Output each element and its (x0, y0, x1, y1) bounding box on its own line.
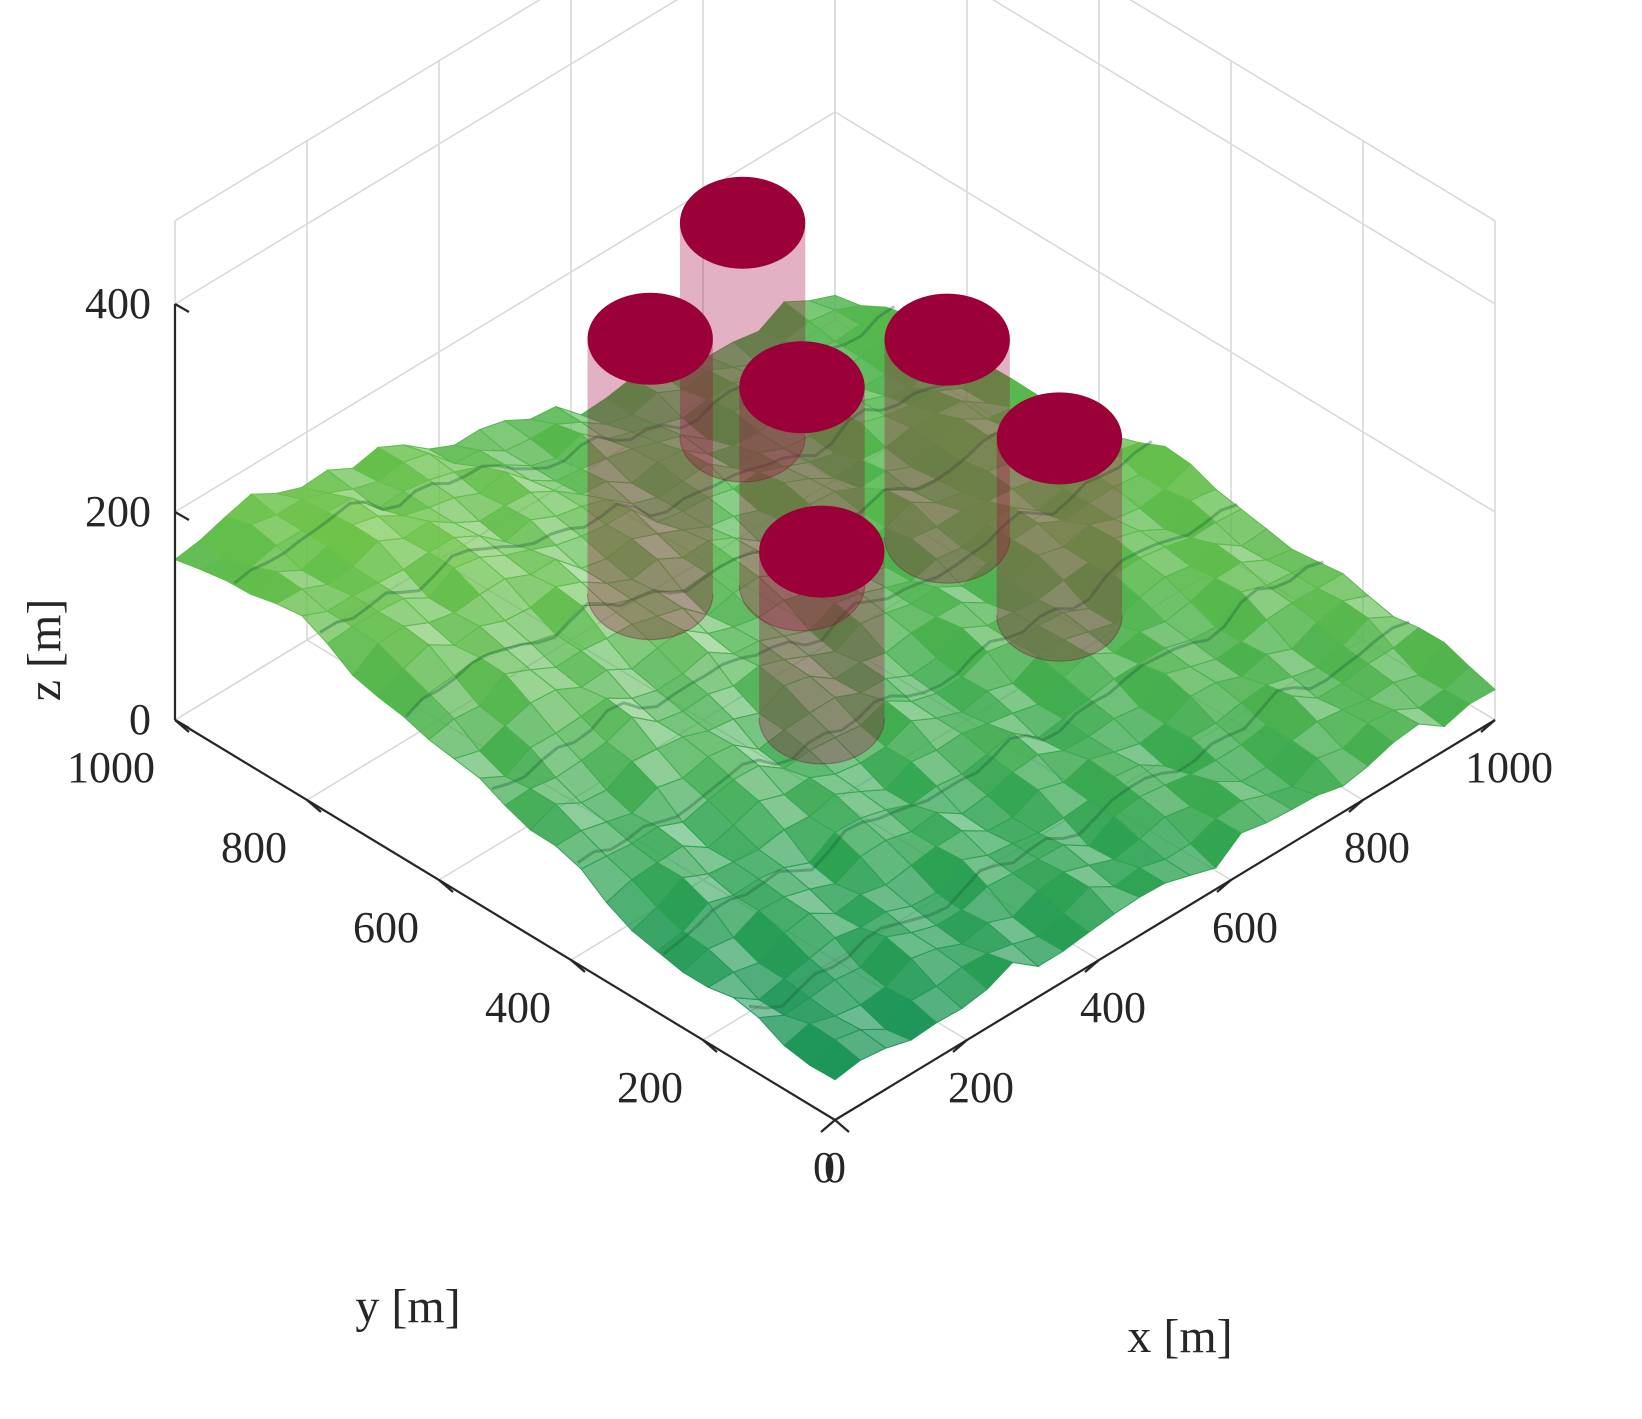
z-tick-label: 200 (85, 487, 151, 536)
cylinder-top (739, 341, 865, 434)
x-tick-label: 400 (1080, 983, 1146, 1032)
z-tick-label: 400 (85, 279, 151, 328)
axes (173, 303, 1496, 1133)
y-tick-label: 800 (221, 823, 287, 872)
cylinder (996, 392, 1123, 662)
grid-line (174, 0, 541, 222)
x-tick (1480, 719, 1496, 733)
x-tick (952, 1039, 968, 1053)
y-tick (702, 1039, 718, 1053)
cylinder-top (679, 176, 806, 269)
z-tick (174, 303, 190, 313)
x-tick (820, 1119, 836, 1133)
y-axis-line (174, 719, 836, 1121)
x-tick-label: 600 (1212, 903, 1278, 952)
cylinder-body (884, 339, 1010, 584)
cylinder (883, 293, 1011, 584)
x-tick-label: 200 (948, 1063, 1014, 1112)
y-tick-label: 600 (353, 903, 419, 952)
grid-line (991, 0, 1496, 305)
grid-line (1129, 0, 1496, 222)
x-axis-label: x [m] (1127, 1310, 1232, 1363)
y-tick (570, 959, 586, 973)
y-tick (834, 1119, 850, 1133)
cylinder-body (759, 551, 885, 765)
z-tick-label: 0 (129, 695, 151, 744)
z-tick (174, 511, 190, 521)
terrain-surface (173, 294, 1496, 1081)
x-tick (1348, 799, 1364, 813)
z-tick (174, 719, 190, 729)
cylinder-body (996, 438, 1123, 662)
terrain-contour (404, 403, 1067, 718)
y-tick-label: 200 (617, 1063, 683, 1112)
cylinder (758, 505, 886, 765)
terrain-contour (749, 620, 1410, 1010)
z-axis-label: z [m] (18, 599, 71, 702)
terrain-patch (1443, 666, 1496, 705)
terrain-contour (576, 503, 1239, 865)
y-tick-label: 0 (813, 1143, 835, 1192)
tick-labels: 0200400600800100002004006008001000020040… (67, 279, 1553, 1192)
grid-line (174, 0, 679, 305)
terrain-contour (491, 440, 1153, 790)
x-tick (1216, 879, 1232, 893)
x-tick-label: 0 (824, 1143, 846, 1192)
cylinder-base-edge (883, 537, 1011, 584)
terrain-contour (319, 358, 982, 634)
cylinder-base-edge (758, 717, 886, 765)
x-axis-line (834, 719, 1496, 1121)
y-tick (438, 879, 454, 893)
terrain-contour (662, 560, 1324, 956)
x-tick-label: 800 (1344, 823, 1410, 872)
cylinder-top (759, 505, 885, 598)
cylinder-top (996, 392, 1123, 485)
cylinder-top (884, 293, 1010, 386)
cylinder-base-edge (586, 593, 714, 641)
x-tick-label: 1000 (1465, 743, 1553, 792)
cylinder (586, 292, 714, 641)
y-tick (306, 799, 322, 813)
cylinder-base-edge (679, 435, 806, 483)
grid-line (834, 111, 1496, 513)
y-tick-label: 400 (485, 983, 551, 1032)
x-tick (1084, 959, 1100, 973)
y-tick-label: 1000 (67, 743, 155, 792)
cylinder-base-edge (996, 615, 1123, 662)
cylinders (586, 176, 1123, 765)
cylinder-body (587, 338, 713, 640)
cylinder-base-edge (738, 584, 866, 632)
y-axis-label: y [m] (355, 1280, 460, 1333)
cylinder-top (587, 292, 713, 385)
